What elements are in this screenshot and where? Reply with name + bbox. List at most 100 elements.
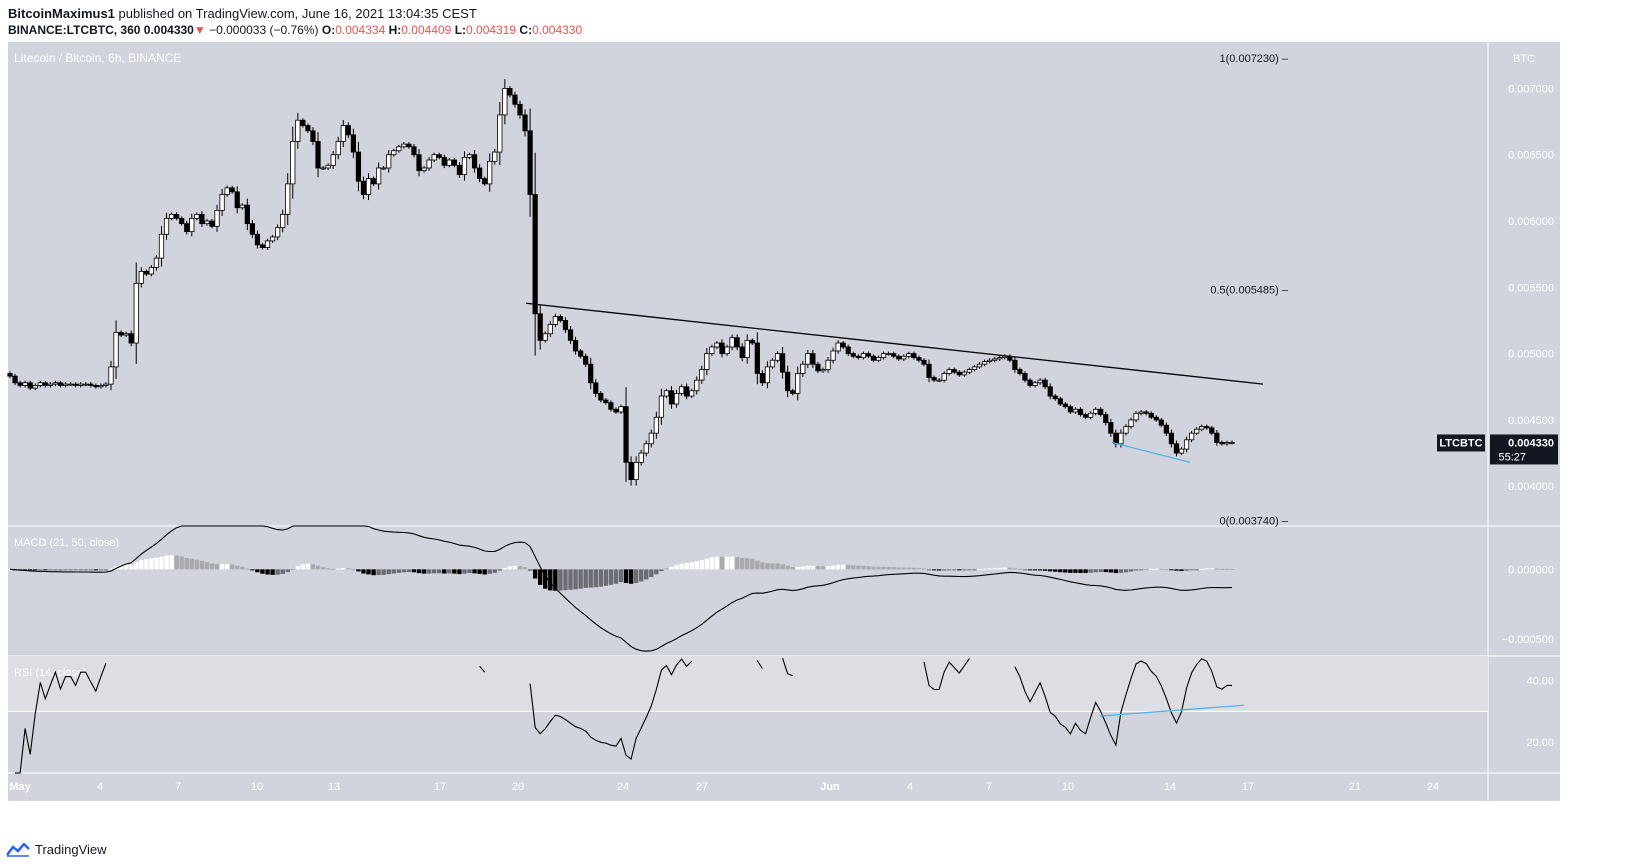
candle (1224, 442, 1230, 445)
close-value: 0.004330 (532, 23, 583, 37)
macd-histogram-bar (548, 569, 553, 591)
macd-histogram-bar (659, 569, 664, 572)
candle (522, 114, 528, 132)
candle (997, 357, 1003, 360)
macd-histogram-bar (310, 564, 316, 570)
macd-histogram-bar (63, 569, 68, 571)
tradingview-logo[interactable]: TradingView (6, 842, 107, 857)
candle (360, 180, 367, 195)
macd-histogram-bar (330, 568, 336, 570)
candle (891, 353, 897, 357)
macd-histogram-bar (1093, 569, 1098, 573)
candle (1133, 412, 1139, 421)
candle (931, 377, 937, 381)
author-name[interactable]: BitcoinMaximus1 (8, 6, 115, 21)
candle (189, 217, 195, 233)
tradingview-brand: TradingView (35, 842, 107, 857)
candle (961, 371, 967, 376)
macd-histogram-bar (633, 569, 639, 583)
macd-histogram-bar (886, 566, 891, 570)
candle (426, 159, 432, 169)
macd-histogram-bar (53, 569, 58, 571)
macd-histogram-bar (1007, 567, 1013, 570)
time-tick: 7 (175, 781, 181, 793)
macd-histogram-bar (512, 565, 518, 570)
candle (1047, 386, 1053, 397)
fib-level-label: 0.5(0.005485) – (1210, 284, 1289, 296)
candle (840, 342, 846, 348)
candle (699, 369, 705, 381)
macd-histogram-bar (209, 563, 215, 570)
candle (482, 178, 488, 185)
macd-histogram-bar (154, 557, 159, 570)
macd-histogram-bar (1068, 569, 1073, 573)
macd-histogram-bar (411, 569, 417, 573)
open-value: 0.004334 (335, 23, 386, 37)
candle (118, 331, 124, 336)
candle (411, 146, 417, 156)
macd-histogram-bar (815, 566, 821, 570)
candle (396, 146, 402, 152)
macd-histogram-bar (290, 569, 295, 571)
macd-histogram-bar (613, 569, 619, 584)
macd-histogram-bar (755, 560, 760, 570)
macd-histogram-bar (901, 567, 906, 570)
price-tick: 0.006500 (1508, 150, 1554, 162)
candle (911, 353, 917, 358)
candle (527, 130, 533, 195)
price-tick: 0.007000 (1508, 83, 1554, 95)
candle (658, 395, 664, 418)
candle (694, 379, 700, 392)
macd-histogram-bar (931, 569, 937, 571)
candle (441, 156, 447, 166)
macd-histogram-bar (416, 569, 422, 574)
macd-histogram-bar (729, 556, 735, 570)
macd-histogram-bar (1103, 569, 1108, 573)
candle (562, 320, 569, 331)
macd-histogram-bar (497, 569, 503, 571)
macd-histogram-bar (861, 565, 866, 570)
macd-histogram-bar (351, 569, 356, 571)
macd-histogram-bar (790, 567, 795, 570)
candle (886, 353, 892, 356)
macd-histogram-bar (1179, 569, 1184, 571)
macd-histogram-bar (1219, 568, 1225, 570)
macd-histogram-bar (406, 569, 412, 573)
publish-text: published on TradingView.com, June 16, 2… (118, 6, 477, 21)
candle (1072, 408, 1079, 413)
macd-histogram-bar (967, 569, 972, 571)
candle (492, 151, 498, 162)
macd-histogram-bar (785, 565, 790, 570)
candle (446, 159, 452, 166)
candle (350, 134, 356, 153)
candle (795, 373, 801, 394)
macd-histogram-bar (265, 569, 270, 575)
candle (497, 114, 503, 153)
candle (673, 392, 680, 405)
candle (790, 390, 796, 394)
candle (204, 220, 210, 225)
candle (643, 443, 649, 454)
macd-histogram-bar (871, 566, 876, 570)
candle (815, 363, 821, 372)
candle (1052, 395, 1058, 400)
candle (355, 151, 362, 182)
macd-histogram-bar (27, 569, 33, 571)
candle (269, 236, 276, 242)
symbol-info: BINANCE:LTCBTC, 360 (8, 23, 141, 37)
candle (583, 355, 589, 365)
macd-histogram-bar (1133, 569, 1139, 571)
macd-histogram-bar (396, 569, 402, 573)
candle (663, 390, 670, 397)
candle (1057, 398, 1063, 405)
candle (27, 382, 33, 389)
candle (906, 353, 912, 357)
candle (855, 355, 861, 358)
candle (1128, 419, 1134, 427)
macd-histogram-bar (623, 569, 629, 584)
macd-histogram-bar (896, 567, 901, 570)
candle (365, 178, 372, 195)
macd-tick: 0.000000 (1508, 564, 1554, 576)
candle (128, 333, 134, 344)
